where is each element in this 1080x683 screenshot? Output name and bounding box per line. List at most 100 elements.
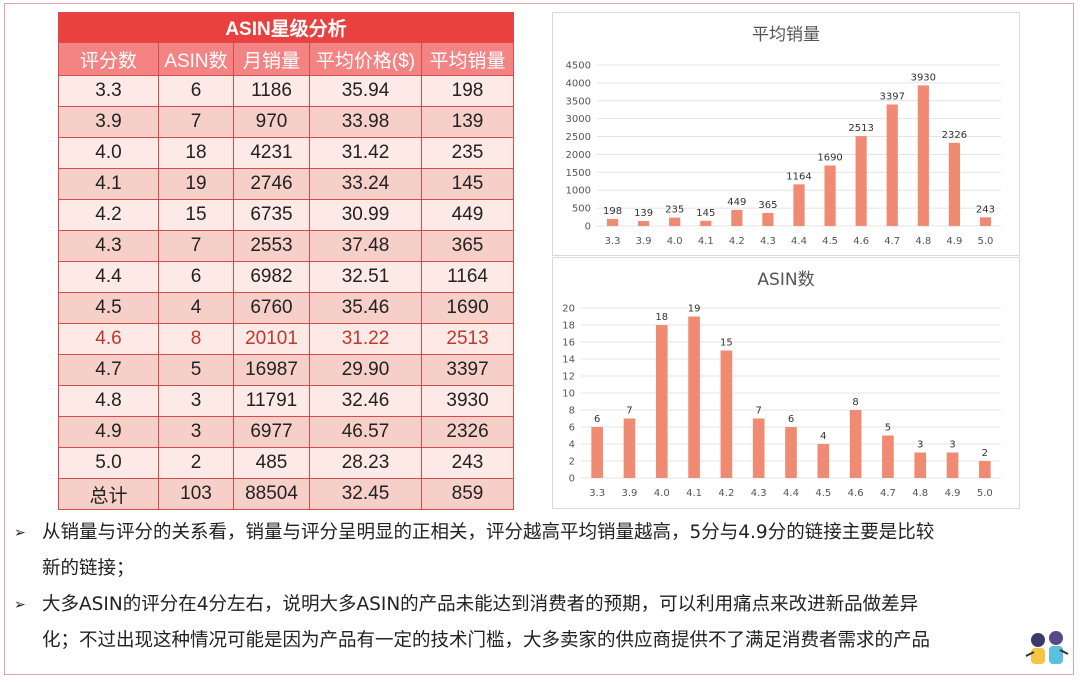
table-cell: 3.9 xyxy=(58,106,159,138)
y-tick-label: 4 xyxy=(569,440,575,451)
data-label: 235 xyxy=(665,205,684,216)
table-cell: 6982 xyxy=(233,261,310,293)
table-cell: 35.46 xyxy=(309,292,422,324)
bar xyxy=(824,165,836,226)
y-tick-label: 4500 xyxy=(566,61,591,72)
y-tick-label: 2500 xyxy=(566,132,591,143)
table-cell: 970 xyxy=(233,106,310,138)
table-cell: 2553 xyxy=(233,230,310,262)
table-cell: 18 xyxy=(158,137,234,169)
table-cell: 485 xyxy=(233,447,310,479)
y-tick-label: 10 xyxy=(562,389,575,400)
x-tick-label: 4.6 xyxy=(853,236,869,247)
y-tick-label: 2000 xyxy=(566,150,591,161)
note-2: ➢ 大多ASIN的评分在4分左右，说明大多ASIN的产品未能达到消费者的预期，可… xyxy=(14,587,1054,659)
table-cell: 3397 xyxy=(420,354,515,386)
table-cell: 31.22 xyxy=(309,323,422,355)
bar xyxy=(849,410,862,478)
y-tick-label: 8 xyxy=(569,406,575,417)
arrow-bullet-icon: ➢ xyxy=(14,597,26,613)
data-label: 3397 xyxy=(880,91,905,102)
x-tick-label: 3.9 xyxy=(622,488,638,499)
asin-count-chart: ASIN数 0 2 4 6 8 10 12 14 16 18 20 6 3.3 7 3.9 18 4.0 19 4.1… xyxy=(552,257,1020,509)
table-row: 4.9 3 6977 46.57 2326 xyxy=(58,416,515,448)
table-cell: 3930 xyxy=(420,385,515,417)
table-cell: 7 xyxy=(158,106,234,138)
table-cell: 198 xyxy=(420,75,515,107)
data-label: 3930 xyxy=(911,72,936,83)
y-tick-label: 0 xyxy=(569,474,575,485)
column-header: 平均价格($) xyxy=(309,42,422,76)
bar xyxy=(785,427,797,478)
table-cell: 11791 xyxy=(233,385,310,417)
table-cell: 4.8 xyxy=(58,385,159,417)
x-tick-label: 4.4 xyxy=(783,488,799,499)
table-row: 总计 103 88504 32.45 859 xyxy=(58,478,515,510)
table-cell: 145 xyxy=(420,168,515,200)
table-row: 4.6 8 20101 31.22 2513 xyxy=(58,323,515,355)
table-cell: 5.0 xyxy=(58,447,159,479)
x-tick-label: 4.1 xyxy=(698,236,714,247)
data-label: 15 xyxy=(720,338,733,349)
data-label: 2 xyxy=(982,448,988,459)
data-label: 3 xyxy=(949,440,955,451)
bar xyxy=(855,136,867,226)
x-tick-label: 4.6 xyxy=(848,488,864,499)
y-tick-label: 20 xyxy=(562,304,575,315)
x-tick-label: 4.1 xyxy=(686,488,702,499)
y-tick-label: 16 xyxy=(562,338,575,349)
table-row: 4.5 4 6760 35.46 1690 xyxy=(58,292,515,324)
table-cell: 4.3 xyxy=(58,230,159,262)
note-2-line1: 大多ASIN的评分在4分左右，说明大多ASIN的产品未能达到消费者的预期，可以利… xyxy=(42,594,919,615)
x-tick-label: 4.5 xyxy=(822,236,838,247)
bar xyxy=(591,427,603,478)
column-header: 月销量 xyxy=(233,42,310,76)
table-cell: 6 xyxy=(158,261,234,293)
bar xyxy=(720,350,733,478)
table-cell: 35.94 xyxy=(309,75,422,107)
data-label: 1690 xyxy=(817,153,842,164)
table-row: 3.9 7 970 33.98 139 xyxy=(58,106,515,138)
asin-rating-table: ASIN星级分析 评分数 ASIN数 月销量 平均价格($) 平均销量 3.3 6 1186… xyxy=(57,12,515,510)
data-label: 3 xyxy=(917,440,923,451)
table-cell: 37.48 xyxy=(309,230,422,262)
x-tick-label: 4.4 xyxy=(791,236,807,247)
bar xyxy=(669,217,681,226)
data-label: 243 xyxy=(976,204,995,215)
x-tick-label: 4.3 xyxy=(751,488,767,499)
x-tick-label: 4.8 xyxy=(912,488,928,499)
table-cell: 88504 xyxy=(233,478,310,510)
data-label: 7 xyxy=(756,406,762,417)
data-label: 8 xyxy=(852,397,858,408)
table-cell: 4.7 xyxy=(58,354,159,386)
table-row: 3.3 6 1186 35.94 198 xyxy=(58,75,515,107)
data-label: 5 xyxy=(885,423,891,434)
y-tick-label: 1500 xyxy=(566,168,591,179)
table-cell: 103 xyxy=(158,478,234,510)
bar xyxy=(606,218,619,226)
x-tick-label: 4.3 xyxy=(760,236,776,247)
note-1-line2: 新的链接； xyxy=(42,558,135,579)
table-row: 4.1 19 2746 33.24 145 xyxy=(58,168,515,200)
column-header: 平均销量 xyxy=(420,42,515,76)
table-title: ASIN星级分析 xyxy=(57,12,515,43)
bar xyxy=(700,220,712,226)
table-cell: 28.23 xyxy=(309,447,422,479)
table-cell: 19 xyxy=(158,168,234,200)
table-row: 4.7 5 16987 29.90 3397 xyxy=(58,354,515,386)
table-cell: 4.1 xyxy=(58,168,159,200)
table-row: 5.0 2 485 28.23 243 xyxy=(58,447,515,479)
y-tick-label: 500 xyxy=(572,204,591,215)
data-label: 1164 xyxy=(786,171,811,182)
bar xyxy=(655,325,668,478)
table-cell: 31.42 xyxy=(309,137,422,169)
table-row: 4.2 15 6735 30.99 449 xyxy=(58,199,515,231)
table-cell: 859 xyxy=(420,478,515,510)
table-cell: 2 xyxy=(158,447,234,479)
bar xyxy=(948,142,960,226)
table-cell: 235 xyxy=(420,137,515,169)
table-cell: 4.6 xyxy=(58,323,159,355)
bar xyxy=(882,435,894,478)
note-1: ➢ 从销量与评分的关系看，销量与评分呈明显的正相关，评分越高平均销量越高，5分与… xyxy=(14,515,1054,587)
arrow-bullet-icon: ➢ xyxy=(14,525,26,541)
